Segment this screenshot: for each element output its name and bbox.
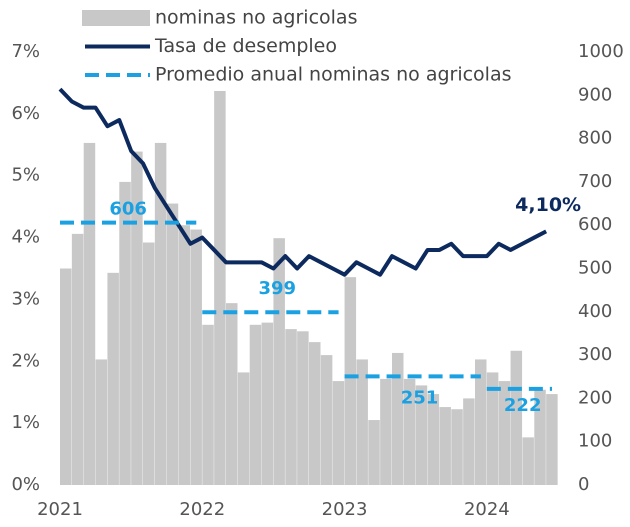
bar <box>166 203 179 486</box>
x-tick-label: 2024 <box>464 499 510 520</box>
bar <box>475 359 487 485</box>
bar <box>546 394 558 485</box>
y2-tick-label: 900 <box>578 84 612 105</box>
bar <box>403 378 416 485</box>
y-tick-label: 7% <box>11 41 40 62</box>
bar <box>237 372 250 485</box>
y2-tick-label: 300 <box>578 344 612 365</box>
y2-tick-label: 800 <box>578 128 612 149</box>
average-label: 606 <box>109 199 147 220</box>
bar <box>154 142 167 485</box>
bar <box>309 342 321 485</box>
bar <box>249 324 262 485</box>
bar <box>463 398 475 485</box>
bar <box>486 372 499 485</box>
bar <box>214 90 226 485</box>
bar <box>332 381 345 485</box>
bar <box>202 324 214 485</box>
legend-label: Tasa de desempleo <box>154 35 337 57</box>
bar <box>368 420 380 485</box>
bar <box>226 303 238 485</box>
x-tick-label: 2023 <box>322 499 368 520</box>
bar <box>107 272 119 485</box>
bar <box>178 225 191 485</box>
y-tick-label: 6% <box>11 103 40 124</box>
average-label: 399 <box>258 278 296 299</box>
legend-swatch <box>82 10 150 26</box>
bar <box>261 322 274 485</box>
bar <box>83 142 96 485</box>
bar <box>71 233 84 485</box>
bar <box>534 389 546 485</box>
bar <box>143 242 155 485</box>
y2-tick-label: 500 <box>578 258 612 279</box>
bar <box>273 238 285 485</box>
y-tick-label: 1% <box>11 412 40 433</box>
data-label: 4,10% <box>515 194 581 216</box>
y2-tick-label: 100 <box>578 431 612 452</box>
bar <box>380 378 392 485</box>
bar <box>190 229 202 485</box>
bar <box>119 181 131 485</box>
bar <box>356 359 368 485</box>
y2-tick-label: 400 <box>578 301 612 322</box>
y-tick-label: 2% <box>11 350 40 371</box>
unemployment-line <box>58 87 548 277</box>
bar <box>415 385 428 485</box>
bar <box>451 409 463 485</box>
bar <box>392 352 404 485</box>
bar <box>60 268 72 485</box>
y2-tick-label: 600 <box>578 214 612 235</box>
bar <box>498 381 511 485</box>
y-tick-label: 5% <box>11 165 40 186</box>
y2-tick-label: 0 <box>578 474 589 495</box>
average-label: 222 <box>504 395 542 416</box>
y2-tick-label: 700 <box>578 171 612 192</box>
bar <box>427 394 440 485</box>
bar <box>297 331 309 485</box>
bar <box>522 437 534 485</box>
bar <box>320 355 333 485</box>
legend-label: nominas no agricolas <box>155 7 357 29</box>
y2-tick-label: 200 <box>578 387 612 408</box>
y2-tick-label: 1000 <box>578 41 624 62</box>
y-tick-label: 4% <box>11 227 40 248</box>
average-label: 251 <box>401 387 439 408</box>
x-tick-label: 2021 <box>37 499 83 520</box>
legend-label: Promedio anual nominas no agricolas <box>155 64 512 86</box>
bar <box>131 151 143 485</box>
y-tick-label: 3% <box>11 288 40 309</box>
bar <box>95 359 108 485</box>
bar <box>439 407 451 485</box>
x-tick-label: 2022 <box>179 499 225 520</box>
y-tick-label: 0% <box>11 474 40 495</box>
bar <box>285 329 297 485</box>
bar <box>344 277 357 485</box>
bar <box>510 350 523 485</box>
